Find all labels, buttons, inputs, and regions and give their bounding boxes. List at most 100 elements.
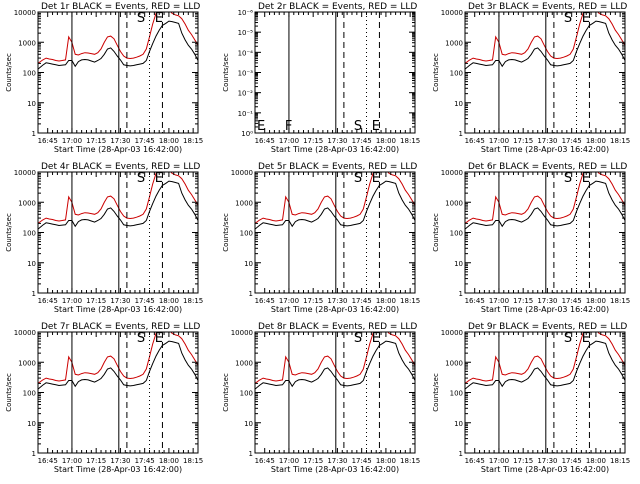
- x-tick-label: 16:45: [255, 137, 275, 145]
- annotation-label: S: [354, 331, 362, 346]
- x-tick-label: 18:15: [400, 457, 420, 465]
- series-line-events: [38, 340, 198, 390]
- x-tick-label: 17:30: [110, 137, 130, 145]
- x-tick-label: 16:45: [465, 457, 485, 465]
- x-tick-label: 17:00: [489, 137, 509, 145]
- y-tick-label: 1000: [18, 199, 36, 207]
- x-tick-label: 16:45: [465, 137, 485, 145]
- x-tick-label: 17:15: [303, 137, 323, 145]
- y-tick-label: 10000: [14, 9, 36, 17]
- y-axis-label: Counts/sec: [432, 373, 440, 412]
- x-tick-label: 17:45: [562, 457, 582, 465]
- x-tick-label: 17:45: [352, 457, 372, 465]
- chart-title: Det 7r BLACK = Events, RED = LLD: [41, 322, 200, 332]
- x-tick-label: 17:30: [327, 457, 347, 465]
- x-tick-label: 18:00: [159, 297, 179, 305]
- y-axis-label: Counts/sec: [222, 373, 230, 412]
- y-tick-label: 10⁻⁵: [238, 29, 254, 37]
- x-tick-label: 17:45: [562, 137, 582, 145]
- chart-title: Det 4r BLACK = Events, RED = LLD: [41, 162, 200, 172]
- y-tick-label: 10: [27, 420, 36, 428]
- y-tick-label: 10: [454, 260, 463, 268]
- annotation-label: E: [582, 11, 590, 26]
- chart-title: Det 3r BLACK = Events, RED = LLD: [468, 2, 627, 12]
- x-tick-label: 18:00: [586, 297, 606, 305]
- chart-title: Det 8r BLACK = Events, RED = LLD: [258, 322, 417, 332]
- annotation-label: E: [372, 331, 380, 346]
- x-tick-label: 17:15: [86, 457, 106, 465]
- x-tick-label: 17:30: [537, 137, 557, 145]
- y-tick-label: 10000: [441, 169, 463, 177]
- x-tick-label: 18:00: [159, 137, 179, 145]
- plot-frame: [37, 171, 199, 294]
- x-tick-label: 17:45: [135, 137, 155, 145]
- x-tick-label: 17:15: [303, 457, 323, 465]
- plot-frame: [37, 331, 199, 454]
- annotation-label: E: [582, 171, 590, 186]
- x-tick-label: 16:45: [38, 137, 58, 145]
- y-tick-label: 10: [244, 260, 253, 268]
- x-tick-label: 17:30: [537, 457, 557, 465]
- y-tick-label: 1000: [18, 39, 36, 47]
- y-tick-label: 1000: [235, 199, 253, 207]
- annotation-label: S: [564, 171, 572, 186]
- annotation-label: S: [354, 171, 362, 186]
- y-tick-label: 10: [454, 420, 463, 428]
- annotation-label: S: [564, 331, 572, 346]
- annotation-label: E: [372, 171, 380, 186]
- annotation-label: E: [257, 119, 265, 134]
- x-tick-label: 17:15: [86, 297, 106, 305]
- y-tick-label: 10000: [231, 329, 253, 337]
- x-tick-label: 17:15: [86, 137, 106, 145]
- y-tick-label: 1: [249, 290, 253, 298]
- x-tick-label: 17:00: [62, 137, 82, 145]
- y-tick-label: 10⁻⁴: [238, 49, 254, 57]
- x-tick-label: 16:45: [255, 457, 275, 465]
- y-tick-label: 1: [32, 450, 36, 458]
- y-tick-label: 10⁻⁶: [238, 9, 254, 17]
- y-tick-label: 10⁻³: [238, 70, 254, 78]
- y-tick-label: 1: [32, 130, 36, 138]
- y-tick-label: 10⁰: [241, 130, 253, 138]
- x-axis-label: Start Time (28-Apr-03 16:42:00): [54, 305, 182, 314]
- y-tick-label: 10: [454, 100, 463, 108]
- x-tick-label: 17:45: [352, 297, 372, 305]
- y-tick-label: 100: [23, 70, 36, 78]
- plot-frame: [254, 331, 416, 454]
- x-tick-label: 17:30: [537, 297, 557, 305]
- x-tick-label: 17:15: [303, 297, 323, 305]
- x-tick-label: 18:00: [376, 297, 396, 305]
- x-tick-label: 17:30: [327, 137, 347, 145]
- x-tick-label: 18:00: [376, 457, 396, 465]
- y-tick-label: 1000: [445, 199, 463, 207]
- x-tick-label: 17:45: [135, 297, 155, 305]
- annotation-label: E: [155, 171, 163, 186]
- series-line-events: [465, 340, 625, 390]
- x-tick-label: 16:45: [38, 457, 58, 465]
- y-tick-label: 100: [450, 230, 463, 238]
- chart-title: Det 5r BLACK = Events, RED = LLD: [258, 162, 417, 172]
- plot-frame: [464, 331, 626, 454]
- y-axis-label: Counts/sec: [5, 213, 13, 252]
- y-tick-label: 1000: [18, 359, 36, 367]
- chart-title: Det 1r BLACK = Events, RED = LLD: [41, 2, 200, 12]
- annotation-label: S: [137, 331, 145, 346]
- x-tick-label: 17:45: [562, 297, 582, 305]
- x-tick-label: 18:15: [400, 297, 420, 305]
- y-tick-label: 10⁻²: [238, 90, 254, 98]
- y-axis-label: Counts/sec: [5, 373, 13, 412]
- x-tick-label: 16:45: [465, 297, 485, 305]
- series-line-events: [465, 180, 625, 230]
- y-tick-label: 1000: [445, 359, 463, 367]
- x-tick-label: 18:00: [586, 137, 606, 145]
- y-axis-label: Counts/sec: [432, 53, 440, 92]
- y-tick-label: 100: [23, 390, 36, 398]
- y-tick-label: 10000: [441, 329, 463, 337]
- annotation-label: E: [582, 331, 590, 346]
- x-axis-label: Start Time (28-Apr-03 16:42:00): [54, 145, 182, 154]
- x-tick-label: 17:00: [279, 457, 299, 465]
